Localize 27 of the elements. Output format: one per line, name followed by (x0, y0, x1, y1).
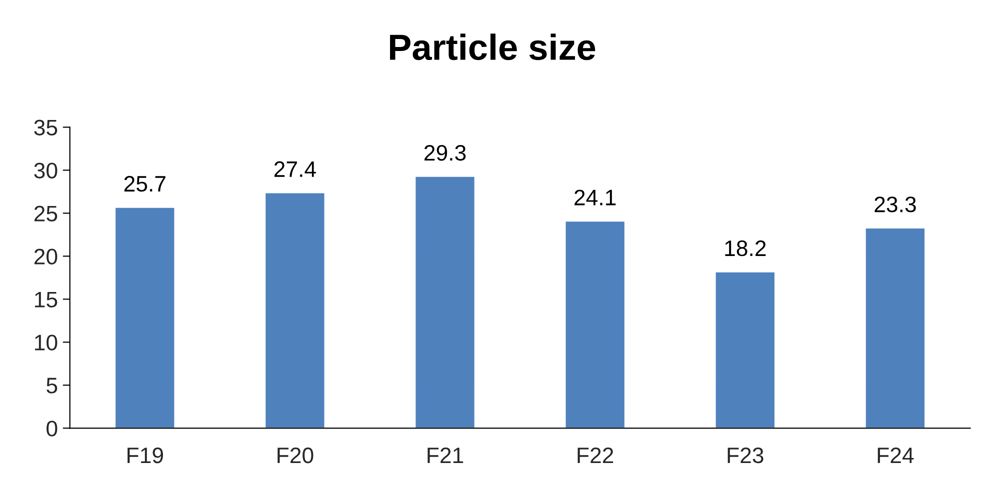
y-tick-label: 0 (46, 420, 58, 436)
x-tick-label: F19 (128, 447, 163, 464)
bar (414, 176, 476, 428)
data-label: 18.2 (725, 240, 766, 256)
x-tick-label: F22 (578, 447, 614, 464)
bar (864, 227, 926, 428)
y-tick-label: 15 (35, 292, 58, 308)
data-label: 24.1 (574, 190, 616, 206)
bar (564, 220, 626, 428)
y-tick-label: 5 (46, 378, 58, 394)
y-tick-label: 30 (34, 162, 58, 178)
x-tick-label: F23 (728, 447, 764, 464)
bar (714, 270, 776, 428)
y-tick-label: 25 (34, 206, 58, 222)
bar (264, 192, 326, 428)
bar (114, 206, 176, 428)
data-label: 23.3 (874, 196, 916, 212)
data-label: 29.3 (424, 144, 466, 161)
y-tick-label: 20 (34, 248, 58, 264)
x-tick-label: F24 (878, 447, 914, 464)
data-label: 25.7 (124, 176, 166, 192)
data-label: 27.4 (274, 161, 316, 177)
chart-title: Particle size (390, 34, 596, 60)
x-tick-label: F21 (428, 447, 464, 464)
y-tick-label: 10 (35, 334, 58, 350)
x-tick-label: F20 (278, 447, 314, 464)
y-tick-label: 35 (34, 120, 58, 136)
